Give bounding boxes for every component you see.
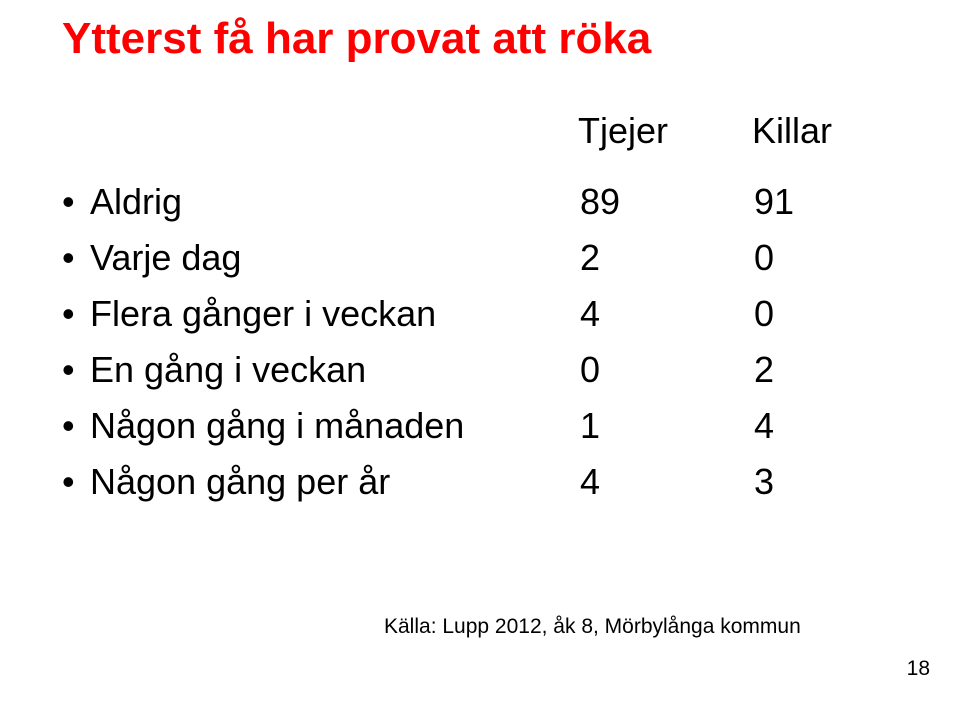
row-label: Aldrig xyxy=(90,181,182,223)
source-citation: Källa: Lupp 2012, åk 8, Mörbylånga kommu… xyxy=(384,615,801,639)
column-header-killar: Killar xyxy=(752,110,832,152)
list-item: Aldrig xyxy=(62,174,464,230)
list-item: Någon gång per år xyxy=(62,454,464,510)
row-label: Varje dag xyxy=(90,237,241,279)
column-header-tjejer: Tjejer xyxy=(578,110,668,152)
list-item: Flera gånger i veckan xyxy=(62,286,464,342)
row-label: Flera gånger i veckan xyxy=(90,293,436,335)
row-label: Någon gång i månaden xyxy=(90,405,464,447)
cell-value: 3 xyxy=(754,454,834,510)
bullet-icon xyxy=(62,181,90,223)
bullet-icon xyxy=(62,405,90,447)
slide-title: Ytterst få har provat att röka xyxy=(62,14,651,64)
column-tjejer: 89 2 4 0 1 4 xyxy=(580,174,660,510)
page-number: 18 xyxy=(907,657,930,681)
slide: Ytterst få har provat att röka Tjejer Ki… xyxy=(0,0,960,701)
list-item: Varje dag xyxy=(62,230,464,286)
row-label: Någon gång per år xyxy=(90,461,390,503)
cell-value: 4 xyxy=(580,454,660,510)
list-item: En gång i veckan xyxy=(62,342,464,398)
cell-value: 91 xyxy=(754,174,834,230)
column-killar: 91 0 0 2 4 3 xyxy=(754,174,834,510)
bullet-icon xyxy=(62,461,90,503)
bullet-icon xyxy=(62,349,90,391)
bullet-icon xyxy=(62,293,90,335)
cell-value: 89 xyxy=(580,174,660,230)
cell-value: 2 xyxy=(754,342,834,398)
cell-value: 0 xyxy=(754,286,834,342)
list-item: Någon gång i månaden xyxy=(62,398,464,454)
cell-value: 1 xyxy=(580,398,660,454)
cell-value: 2 xyxy=(580,230,660,286)
cell-value: 4 xyxy=(580,286,660,342)
cell-value: 0 xyxy=(754,230,834,286)
row-labels: Aldrig Varje dag Flera gånger i veckan E… xyxy=(62,174,464,510)
cell-value: 0 xyxy=(580,342,660,398)
cell-value: 4 xyxy=(754,398,834,454)
bullet-icon xyxy=(62,237,90,279)
row-label: En gång i veckan xyxy=(90,349,366,391)
